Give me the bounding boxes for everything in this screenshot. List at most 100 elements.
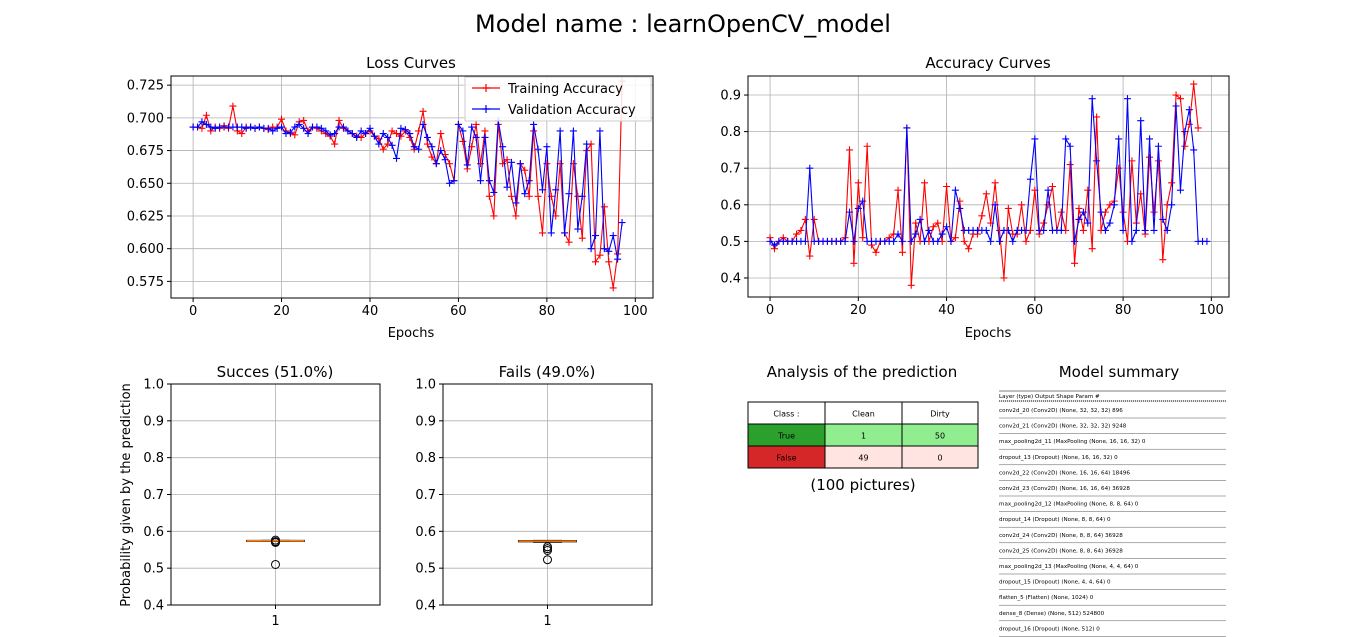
accuracy-series-0-point bbox=[1044, 201, 1052, 209]
summary-row: conv2d_24 (Conv2D) (None, 8, 8, 64) 3692… bbox=[999, 533, 1123, 539]
accuracy-x-tick-label: 20 bbox=[850, 303, 867, 318]
loss-series-0-point bbox=[472, 120, 480, 128]
loss-series-1-point bbox=[317, 124, 325, 132]
accuracy-series-0-point bbox=[850, 259, 858, 267]
loss-series-1-point bbox=[543, 143, 551, 151]
fails-boxplot: Fails (49.0%) 1 0.4 0.5 0.6 0.7 0.8 0.9 1.0 bbox=[415, 363, 653, 629]
accuracy-series-0-point bbox=[912, 219, 920, 227]
accuracy-series-1-point bbox=[850, 237, 858, 245]
accuracy-series-0-point bbox=[1004, 204, 1012, 212]
loss-series-1-point bbox=[419, 120, 427, 128]
accuracy-series-0-point bbox=[863, 142, 871, 150]
loss-series-1-point bbox=[578, 192, 586, 200]
accuracy-series-1-point bbox=[1172, 102, 1180, 110]
loss-series-1-point bbox=[313, 123, 321, 131]
loss-series-1-point bbox=[463, 161, 471, 169]
accuracy-series-1-point bbox=[987, 237, 995, 245]
loss-series-1-point bbox=[600, 245, 608, 253]
loss-series-1-point bbox=[446, 179, 454, 187]
loss-series-0-point bbox=[592, 258, 600, 266]
loss-series-0-point bbox=[490, 212, 498, 220]
analysis-cell: True bbox=[777, 432, 795, 441]
legend-training-label: Training Accuracy bbox=[507, 82, 623, 97]
loss-series-1-point bbox=[503, 183, 511, 191]
accuracy-series-0-point bbox=[845, 146, 853, 154]
success-flier bbox=[271, 559, 280, 569]
accuracy-series-0-point bbox=[1194, 124, 1202, 132]
loss-series-1-point bbox=[388, 141, 396, 149]
loss-series-1-point bbox=[556, 127, 564, 135]
loss-series-1-point bbox=[242, 124, 250, 132]
loss-series-0-point bbox=[384, 140, 392, 148]
accuracy-series-1-point bbox=[1097, 208, 1105, 216]
loss-series-1-point bbox=[322, 127, 330, 135]
accuracy-series-0-point bbox=[1185, 120, 1193, 128]
loss-series-0-point bbox=[485, 192, 493, 200]
analysis-header-cell: Clean bbox=[852, 410, 875, 419]
loss-y-tick-label: 0.675 bbox=[127, 144, 164, 159]
loss-series-1-point bbox=[291, 123, 299, 131]
loss-series-1-point bbox=[339, 123, 347, 131]
analysis-header-cell: Class : bbox=[773, 410, 799, 419]
accuracy-series-0-point bbox=[1000, 274, 1008, 282]
summary-row: max_pooling2d_11 (MaxPooling (None, 16, … bbox=[999, 439, 1146, 445]
success-y-tick-label: 1.0 bbox=[143, 378, 164, 393]
accuracy-y-tick-label: 0.9 bbox=[720, 89, 741, 104]
accuracy-series-1-point bbox=[1150, 226, 1158, 234]
loss-series-1-point bbox=[344, 127, 352, 135]
accuracy-series-1-point bbox=[770, 241, 778, 249]
accuracy-series-0-point bbox=[1075, 204, 1083, 212]
analysis-table: Class : Clean Dirty True 1 50 False 49 0 bbox=[747, 401, 979, 469]
loss-x-tick-label: 60 bbox=[450, 304, 467, 319]
loss-series-1-point bbox=[583, 140, 591, 148]
loss-series-1-point bbox=[202, 120, 210, 128]
fails-x-tick-label: 1 bbox=[543, 614, 551, 629]
loss-series-1-point bbox=[441, 156, 449, 164]
loss-series-0-point bbox=[335, 116, 343, 124]
loss-series-0-point bbox=[538, 229, 546, 237]
accuracy-series-0-point bbox=[1150, 208, 1158, 216]
loss-series-0-point bbox=[202, 111, 210, 119]
accuracy-series-0-point bbox=[1181, 142, 1189, 150]
loss-series-1-point bbox=[490, 188, 498, 196]
accuracy-series-0-point bbox=[854, 179, 862, 187]
accuracy-x-axis-label: Epochs bbox=[965, 326, 1012, 341]
loss-series-1-point bbox=[397, 124, 405, 132]
accuracy-series-0-point bbox=[1084, 186, 1092, 194]
loss-series-0-point bbox=[278, 115, 286, 123]
accuracy-series-0-line bbox=[769, 83, 1199, 286]
analysis-cell: False bbox=[776, 454, 796, 463]
loss-series-1-point bbox=[454, 120, 462, 128]
loss-series-1-point bbox=[437, 147, 445, 155]
loss-series-1-point bbox=[516, 160, 524, 168]
summary-row: conv2d_21 (Conv2D) (None, 32, 32, 32) 92… bbox=[999, 424, 1127, 430]
accuracy-series-1-point bbox=[982, 226, 990, 234]
summary-row: dropout_13 (Dropout) (None, 16, 16, 32) … bbox=[999, 455, 1118, 461]
accuracy-series-0-point bbox=[982, 190, 990, 198]
loss-series-1-point bbox=[269, 127, 277, 135]
accuracy-series-1-point bbox=[907, 237, 915, 245]
loss-series-1-point bbox=[255, 123, 263, 131]
success-boxplot: Succes (51.0%) Probability given by the … bbox=[119, 363, 381, 629]
summary-row: dropout_14 (Dropout) (None, 8, 8, 64) 0 bbox=[999, 517, 1111, 523]
loss-series-1-point bbox=[530, 120, 538, 128]
accuracy-series-1-point bbox=[1084, 219, 1092, 227]
accuracy-series-1-point bbox=[1062, 135, 1070, 143]
loss-series-0-point bbox=[423, 140, 431, 148]
loss-series-1-point bbox=[264, 124, 272, 132]
loss-series-1-point bbox=[565, 190, 573, 198]
accuracy-series-1-point bbox=[1106, 219, 1114, 227]
accuracy-series-1-point bbox=[1168, 201, 1176, 209]
loss-series-1-point bbox=[362, 130, 370, 138]
loss-series-0-point bbox=[388, 127, 396, 135]
success-flier bbox=[271, 537, 280, 547]
accuracy-series-1-point bbox=[1159, 215, 1167, 223]
accuracy-series-1-point bbox=[1026, 175, 1034, 183]
accuracy-series-0-point bbox=[991, 179, 999, 187]
accuracy-series-0-point bbox=[1088, 245, 1096, 253]
loss-series-1-point bbox=[370, 132, 378, 140]
accuracy-series-1-point bbox=[766, 237, 774, 245]
loss-series-1-point bbox=[393, 154, 401, 162]
loss-series-0-point bbox=[578, 234, 586, 242]
accuracy-series-0-point bbox=[929, 223, 937, 231]
